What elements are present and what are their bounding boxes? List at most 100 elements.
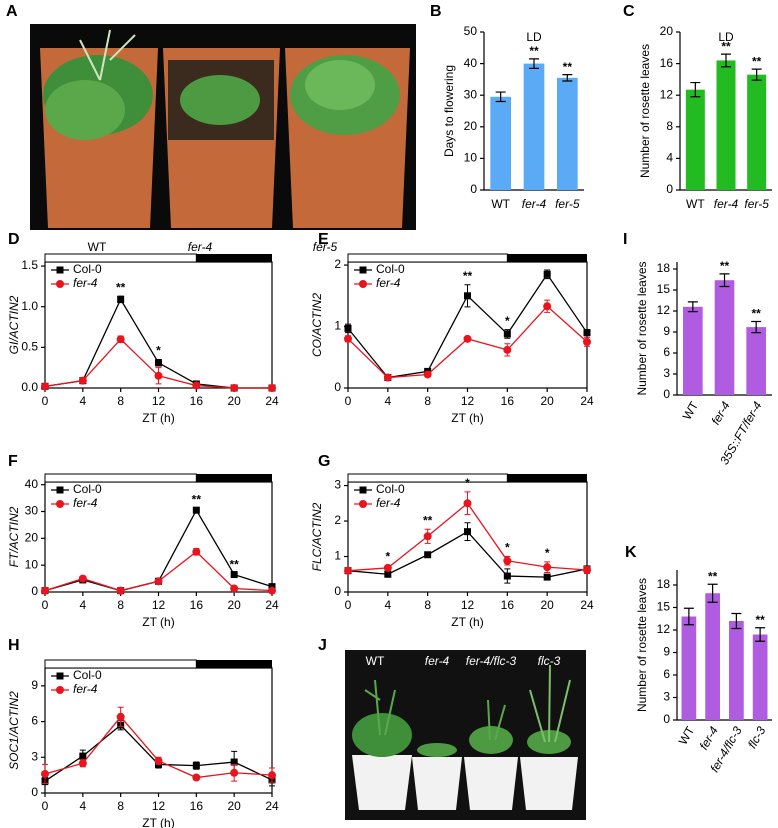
y-tick-label: 18 — [657, 261, 671, 275]
significance: ** — [751, 307, 761, 321]
significance: * — [465, 476, 470, 490]
y-tick-label: 0 — [334, 380, 341, 394]
x-tick-label: 8 — [117, 598, 124, 612]
x-tick-label: 12 — [152, 799, 166, 813]
x-tick-label: 12 — [152, 394, 166, 408]
dark-period — [196, 660, 272, 668]
x-tick-label: WT — [676, 724, 698, 748]
y-tick-label: 3 — [663, 690, 670, 704]
y-tick-label: 0.5 — [21, 340, 38, 354]
panel-letter: K — [625, 544, 637, 561]
panel-letter: B — [430, 3, 442, 20]
y-tick-label: 10 — [25, 557, 39, 571]
point — [583, 337, 591, 346]
photo-label: fer-4 — [425, 654, 450, 668]
point — [192, 547, 201, 556]
y-axis-label: Days to flowering — [442, 65, 456, 157]
y-axis-label: Number of rosette leaves — [635, 261, 649, 395]
bar — [746, 327, 766, 395]
point — [383, 563, 392, 572]
legend-marker — [56, 280, 64, 288]
photo-a — [30, 24, 416, 230]
significance: * — [505, 314, 510, 328]
x-tick-label: fer-4 — [697, 724, 722, 752]
legend-marker — [56, 486, 64, 494]
y-tick-label: 6 — [663, 667, 670, 681]
x-axis-label: ZT (h) — [142, 816, 174, 828]
panel-letter: E — [318, 231, 329, 248]
point — [268, 583, 276, 591]
panel-letter: H — [8, 637, 20, 654]
y-tick-label: 12 — [657, 303, 671, 317]
legend-marker — [359, 486, 367, 494]
significance: ** — [192, 492, 202, 506]
point — [344, 334, 352, 343]
error-bar — [690, 81, 701, 98]
x-tick-label: 0 — [42, 394, 49, 408]
x-tick-label: 12 — [461, 394, 475, 408]
point — [424, 551, 432, 559]
y-tick-label: 30 — [25, 504, 39, 518]
x-tick-label: 4 — [79, 598, 86, 612]
dark-period — [507, 254, 587, 262]
y-tick-label: 30 — [464, 87, 478, 101]
significance: ** — [463, 269, 473, 283]
bar — [747, 74, 767, 190]
photo-label: fer-4 — [188, 240, 213, 254]
legend-marker — [56, 672, 64, 680]
point — [230, 584, 239, 593]
dark-period — [507, 474, 587, 482]
bar — [716, 60, 736, 190]
point — [344, 566, 352, 575]
y-tick-label: 50 — [464, 24, 478, 38]
legend-label: Col-0 — [73, 262, 102, 276]
x-tick-label: 0 — [345, 598, 352, 612]
significance: ** — [116, 280, 126, 294]
point — [503, 345, 512, 354]
y-tick-label: 15 — [657, 600, 671, 614]
bar — [752, 634, 768, 720]
point — [78, 574, 87, 583]
y-tick-label: 6 — [663, 345, 670, 359]
error-bar — [529, 58, 539, 69]
significance: ** — [542, 254, 552, 268]
x-tick-label: fer-5 — [555, 197, 580, 211]
x-tick-label: flc-3 — [745, 724, 769, 751]
photo-label: WT — [88, 240, 107, 254]
error-bar — [495, 91, 506, 103]
x-tick-label: 0 — [42, 799, 49, 813]
x-tick-label: 20 — [227, 394, 241, 408]
panel-letter: I — [623, 231, 627, 248]
point — [543, 573, 551, 581]
x-tick-label: 12 — [152, 598, 166, 612]
legend-marker — [359, 280, 367, 288]
point — [230, 384, 239, 392]
point — [503, 572, 511, 580]
point — [116, 335, 125, 344]
x-axis-label: ZT (h) — [451, 411, 483, 425]
x-tick-label: 12 — [461, 598, 475, 612]
error-bar — [755, 627, 766, 642]
y-tick-label: 40 — [25, 477, 39, 491]
point — [463, 499, 472, 508]
point — [503, 330, 511, 338]
x-tick-label: 0 — [345, 394, 352, 408]
bar — [714, 280, 735, 395]
x-axis-label: ZT (h) — [142, 615, 174, 629]
point — [154, 577, 163, 586]
photo-label: flc-3 — [538, 654, 561, 668]
point — [268, 586, 276, 595]
point — [543, 270, 551, 278]
light-period — [44, 253, 197, 263]
panel-letter: G — [318, 453, 330, 470]
point — [78, 759, 87, 768]
y-tick-label: 1 — [334, 319, 341, 333]
bar — [557, 77, 578, 190]
light-period — [44, 473, 197, 483]
point — [543, 563, 552, 572]
y-tick-label: 12 — [660, 87, 674, 101]
y-tick-label: 0 — [666, 182, 673, 196]
legend-marker — [56, 266, 64, 274]
error-bar — [751, 320, 762, 334]
error-bar — [751, 68, 762, 81]
